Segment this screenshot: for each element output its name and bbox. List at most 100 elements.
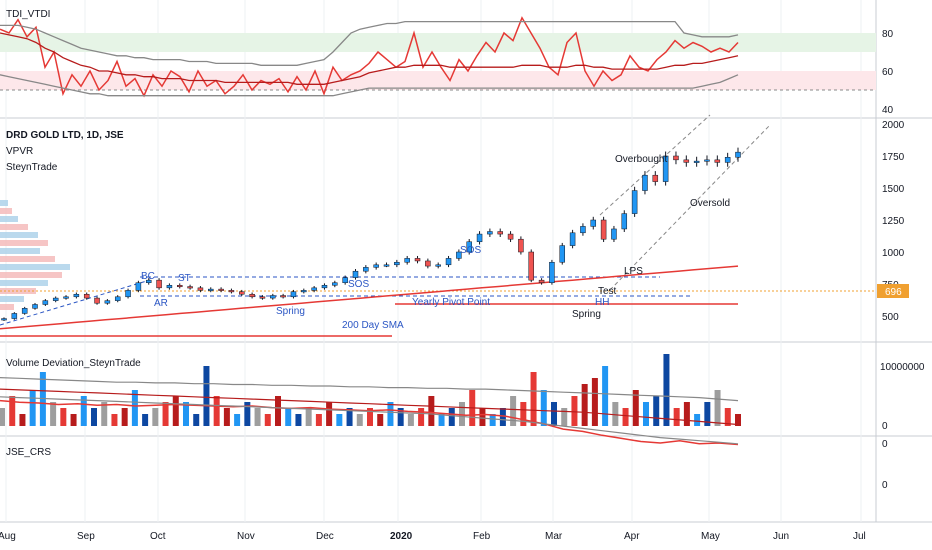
vpvr-row	[0, 272, 62, 278]
candle-body	[673, 155, 679, 161]
volume-bar	[724, 408, 731, 426]
volume-bar	[694, 414, 701, 426]
volume-bar	[315, 414, 322, 426]
volume-bar	[101, 402, 108, 426]
volume-tick-10m: 10000000	[880, 362, 925, 373]
annotation-oversold: Oversold	[690, 198, 730, 209]
crs-panel[interactable]: JSE_CRS 0 0	[0, 377, 888, 491]
candle-body	[373, 264, 379, 268]
x-tick-may: May	[701, 531, 720, 542]
annotation-yearly-pivot: Yearly Pivot Point	[412, 297, 490, 308]
volume-bar	[448, 408, 455, 426]
candle-body	[1, 318, 7, 321]
volume-bar	[295, 414, 302, 426]
annotation-ar: AR	[154, 298, 168, 309]
tdi-series-rsi	[0, 16, 739, 98]
crs-title: JSE_CRS	[6, 447, 51, 458]
candle-body	[208, 288, 214, 291]
candle-body	[42, 300, 49, 305]
annotation-st: ST	[178, 273, 191, 284]
candle-body	[125, 290, 131, 298]
volume-bar	[632, 390, 639, 426]
candle-body	[414, 258, 421, 262]
tdi-series-upper_band	[0, 20, 739, 66]
candle-body	[363, 267, 369, 272]
crs-series-ma_gray_low	[0, 377, 739, 402]
volume-bars	[0, 354, 741, 426]
candle-body	[21, 308, 28, 314]
volume-bar	[499, 408, 506, 426]
vpvr-row	[0, 200, 8, 206]
annotation-overbought: Overbought	[615, 154, 667, 165]
candle-body	[383, 264, 390, 267]
price-panel[interactable]: DRD GOLD LTD, 1D, JSE VPVR SteynTrade BC…	[0, 114, 909, 337]
volume-panel[interactable]: Volume Deviation_SteynTrade 10000000 0	[0, 354, 925, 432]
vpvr-row	[0, 208, 12, 214]
volume-bar	[305, 408, 312, 426]
volume-bar	[244, 402, 251, 426]
vpvr-row	[0, 224, 28, 230]
candle-body	[518, 238, 524, 253]
volume-bar	[193, 414, 200, 426]
volume-bar	[407, 414, 414, 426]
volume-bar	[438, 414, 445, 426]
vpvr-row	[0, 240, 48, 246]
candle-body	[63, 296, 69, 299]
candle-body	[704, 159, 710, 162]
candle-body	[652, 174, 659, 182]
volume-bar	[162, 402, 169, 426]
volume-bar	[131, 390, 138, 426]
candle-body	[497, 231, 503, 235]
candle-body	[187, 286, 193, 289]
volume-bar	[203, 366, 210, 426]
candle-body	[549, 261, 555, 283]
volume-bar	[285, 408, 292, 426]
volume-bar	[520, 402, 527, 426]
vpvr-row	[0, 216, 18, 222]
price-tick-1250: 1250	[882, 216, 905, 227]
x-tick-nov: Nov	[237, 531, 255, 542]
indicator-steyntrade: SteynTrade	[6, 162, 58, 173]
current-price-value: 696	[885, 287, 902, 298]
volume-bar	[152, 408, 159, 426]
annotation-spring-1: Spring	[276, 306, 305, 317]
volume-bar	[551, 402, 557, 426]
volume-bar	[336, 414, 343, 426]
candle-body	[311, 287, 317, 291]
tdi-series-signal	[0, 32, 739, 85]
current-price-tag	[877, 284, 909, 298]
annotation-hh: HH	[595, 297, 609, 308]
candle-body	[487, 231, 493, 235]
volume-bar	[50, 402, 57, 426]
x-tick-feb: Feb	[473, 531, 491, 542]
candle-body	[580, 226, 586, 234]
x-tick-sep: Sep	[77, 531, 95, 542]
volume-bar	[111, 414, 118, 426]
candle-body	[11, 313, 18, 319]
annotation-sos-2: SOS	[460, 245, 481, 256]
volume-bar	[377, 414, 384, 426]
volume-bar	[581, 384, 588, 426]
candle-body	[394, 261, 400, 266]
candle-body	[631, 190, 638, 214]
crs-series-crs	[0, 399, 739, 446]
candle-body	[404, 258, 410, 263]
volume-bar	[459, 402, 465, 426]
vpvr-row	[0, 232, 38, 238]
x-tick-mar: Mar	[545, 531, 563, 542]
crs-tick-0-mid: 0	[882, 480, 888, 491]
candle-body	[218, 288, 224, 291]
time-axis[interactable]: Aug Sep Oct Nov Dec 2020 Feb Mar Apr May Jun Jul	[0, 531, 866, 542]
candle-body	[135, 282, 142, 291]
candle-body	[569, 232, 576, 246]
candle-body	[259, 296, 266, 299]
x-tick-dec: Dec	[316, 531, 334, 542]
tdi-panel[interactable]: TDI_VTDI 80 60 40	[0, 9, 894, 116]
annotation-spring-2: Spring	[572, 309, 601, 320]
sma200-line	[0, 265, 739, 330]
candle-body	[249, 293, 255, 298]
accumulation-trend-line	[0, 279, 151, 326]
candle-body	[662, 155, 669, 182]
volume-bar	[643, 402, 649, 426]
